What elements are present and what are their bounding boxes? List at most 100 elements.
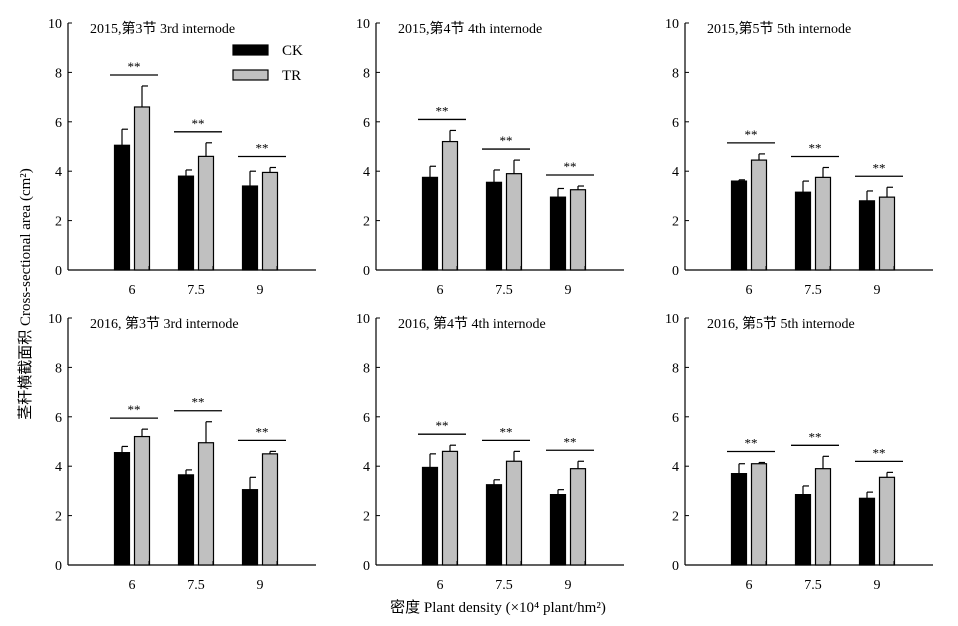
y-tick-label: 0 [672, 264, 679, 279]
bar-tr [197, 155, 215, 271]
x-tick-label: 7.5 [804, 578, 822, 593]
x-tick-label: 9 [565, 283, 572, 298]
panel-title: 2015,第3节 3rd internode [90, 20, 235, 37]
bar-ck [730, 180, 748, 271]
panel-4: 0 2 4 6 8 10 2016, 第3节 3rd internode ** 6 ** 7.5 **… [48, 312, 316, 593]
x-tick-label: 6 [129, 578, 136, 593]
significance-label: ** [192, 395, 205, 410]
bar-tr [814, 468, 832, 566]
bar-ck [549, 494, 567, 566]
x-tick-label: 9 [874, 578, 881, 593]
bar-tr [505, 173, 523, 271]
x-tick-label: 7.5 [187, 283, 205, 298]
bar-tr [261, 453, 279, 566]
y-tick-label: 6 [672, 411, 679, 426]
y-tick-label: 2 [363, 215, 370, 230]
y-tick-label: 10 [48, 17, 62, 32]
significance-label: ** [256, 424, 269, 439]
bar-tr [133, 106, 151, 271]
bar-tr [814, 176, 832, 271]
bar-tr [441, 450, 459, 566]
bar-ck [485, 484, 503, 566]
y-tick-label: 6 [672, 116, 679, 131]
y-tick-label: 10 [665, 312, 679, 327]
panel-title: 2015,第5节 5th internode [707, 20, 851, 37]
legend-label-tr: TR [282, 68, 301, 84]
x-tick-label: 7.5 [495, 578, 513, 593]
significance-label: ** [564, 159, 577, 174]
bar-tr [569, 468, 587, 566]
bar-tr [197, 442, 215, 566]
significance-label: ** [128, 402, 141, 417]
bar-tr [133, 435, 151, 566]
y-tick-label: 4 [672, 165, 679, 180]
significance-label: ** [564, 434, 577, 449]
y-tick-label: 8 [672, 66, 679, 81]
bar-ck [113, 452, 131, 566]
bar-tr [505, 460, 523, 566]
y-tick-label: 8 [55, 361, 62, 376]
significance-label: ** [192, 116, 205, 131]
y-tick-label: 6 [55, 116, 62, 131]
bar-ck [177, 175, 195, 271]
bar-ck [794, 191, 812, 271]
x-tick-label: 9 [257, 283, 264, 298]
bar-ck [858, 200, 876, 271]
y-tick-label: 8 [363, 66, 370, 81]
y-tick-label: 6 [363, 116, 370, 131]
y-tick-label: 0 [672, 559, 679, 574]
panel-6: 0 2 4 6 8 10 2016, 第5节 5th internode ** 6 ** 7.5 **… [665, 312, 933, 593]
y-tick-label: 8 [55, 66, 62, 81]
significance-label: ** [745, 127, 758, 142]
bar-ck [241, 185, 259, 271]
y-tick-label: 2 [55, 510, 62, 525]
bar-ck [177, 474, 195, 566]
y-tick-label: 2 [363, 510, 370, 525]
x-tick-label: 7.5 [804, 283, 822, 298]
significance-label: ** [436, 418, 449, 433]
panel-title: 2016, 第3节 3rd internode [90, 315, 239, 332]
x-tick-label: 6 [746, 578, 753, 593]
x-tick-label: 7.5 [187, 578, 205, 593]
significance-label: ** [256, 140, 269, 155]
x-tick-label: 6 [746, 283, 753, 298]
y-tick-label: 4 [55, 165, 62, 180]
legend-label-ck: CK [282, 43, 303, 59]
x-tick-label: 9 [874, 283, 881, 298]
y-axis-label: 茎秆横截面积 Cross-sectional area (cm²) [17, 168, 34, 420]
y-tick-label: 2 [672, 510, 679, 525]
significance-label: ** [809, 429, 822, 444]
panel-3: 0 2 4 6 8 10 2015,第5节 5th internode ** 6 ** 7.5 ** 9 [665, 17, 933, 298]
x-tick-label: 7.5 [495, 283, 513, 298]
significance-label: ** [873, 445, 886, 460]
y-tick-label: 2 [55, 215, 62, 230]
bar-tr [878, 196, 896, 271]
x-tick-label: 6 [437, 283, 444, 298]
y-tick-label: 6 [363, 411, 370, 426]
x-tick-label: 9 [565, 578, 572, 593]
bar-tr [441, 140, 459, 271]
y-tick-label: 10 [356, 17, 370, 32]
significance-label: ** [873, 160, 886, 175]
significance-label: ** [809, 140, 822, 155]
y-tick-label: 2 [672, 215, 679, 230]
bar-tr [750, 159, 768, 271]
bar-ck [794, 494, 812, 566]
bar-ck [858, 497, 876, 566]
bar-ck [241, 489, 259, 566]
y-tick-label: 4 [672, 460, 679, 475]
y-tick-label: 4 [363, 165, 370, 180]
panel-1: 0 2 4 6 8 10 2015,第3节 3rd internode ** 6 ** 7.5 ** 9… [48, 17, 316, 298]
x-axis-label: 密度 Plant density (×10⁴ plant/hm²) [390, 599, 606, 616]
panel-5: 0 2 4 6 8 10 2016, 第4节 4th internode ** 6 ** 7.5 **… [356, 312, 624, 593]
bar-ck [549, 196, 567, 271]
bar-tr [750, 463, 768, 566]
y-tick-label: 10 [48, 312, 62, 327]
panel-title: 2016, 第4节 4th internode [398, 315, 546, 332]
significance-label: ** [436, 103, 449, 118]
bar-ck [113, 144, 131, 271]
bar-ck [421, 176, 439, 271]
panel-title: 2015,第4节 4th internode [398, 20, 542, 37]
bar-tr [261, 171, 279, 271]
